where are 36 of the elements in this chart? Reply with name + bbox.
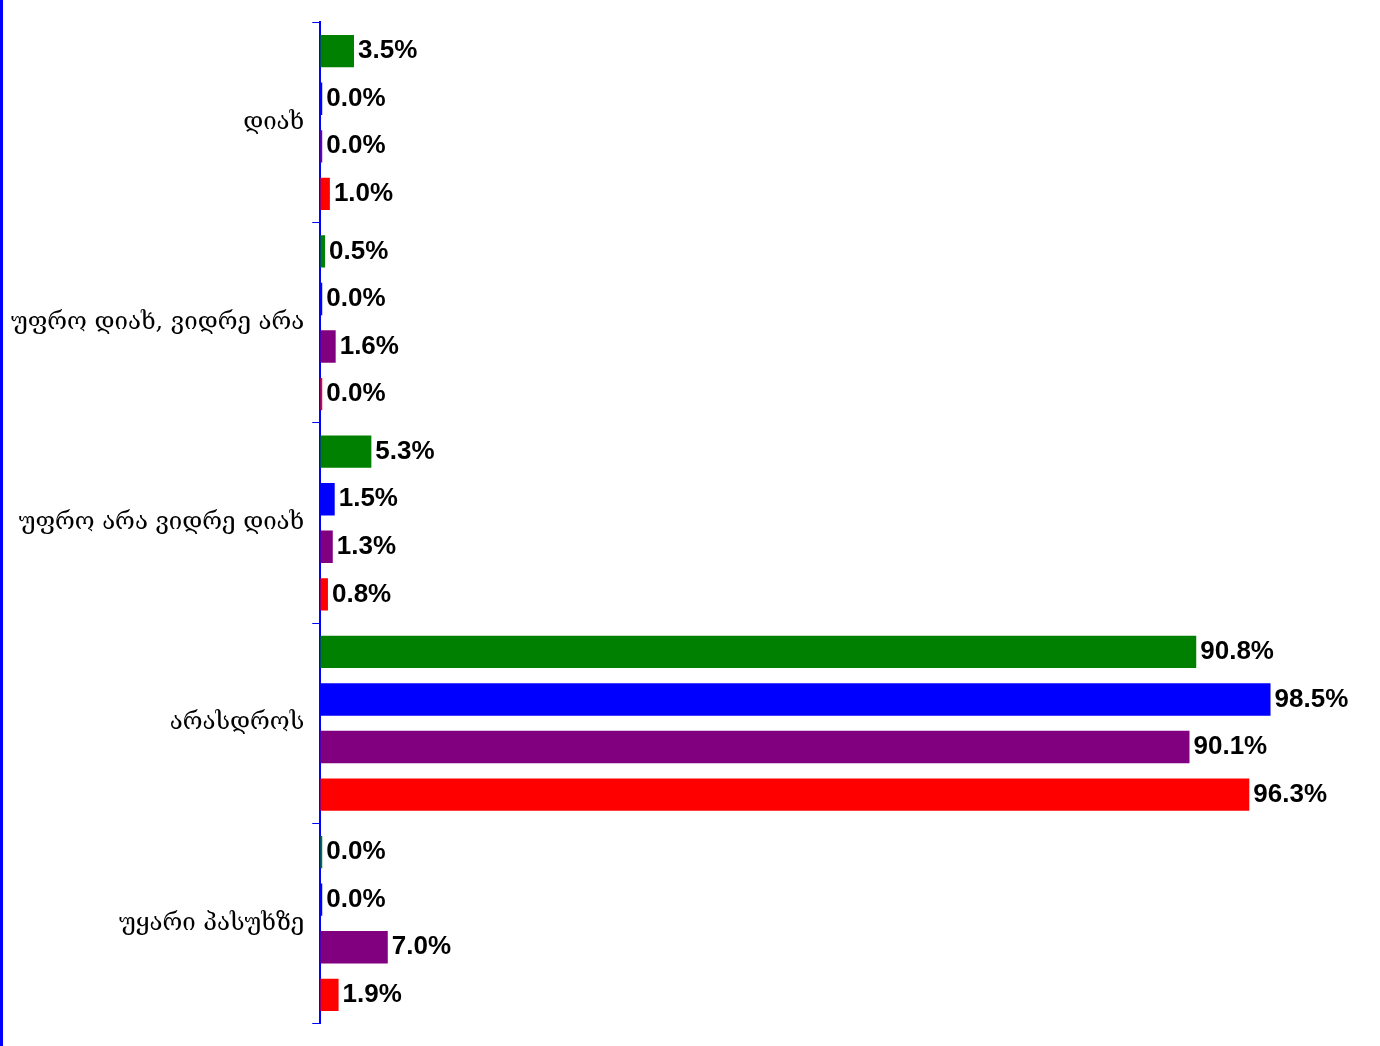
bar xyxy=(320,530,333,563)
data-label: 0.0% xyxy=(326,129,386,160)
y-tick-label: უფრო არა ვიდრე დიახ xyxy=(18,507,305,536)
data-label: 0.5% xyxy=(329,234,389,265)
data-label: 5.3% xyxy=(375,434,435,465)
y-tick-label: უფრო დიახ, ვიდრე არა xyxy=(10,306,305,335)
bar xyxy=(320,730,1190,764)
bar xyxy=(320,578,328,611)
data-label: 0.8% xyxy=(331,577,392,608)
bar xyxy=(320,931,388,964)
bar xyxy=(320,778,1250,811)
data-label: 96.3% xyxy=(1253,777,1328,808)
data-label: 0.0% xyxy=(326,377,386,408)
data-label: 0.0% xyxy=(326,81,386,112)
data-label: 0.0% xyxy=(326,282,386,313)
y-tick-label: არასდროს xyxy=(169,707,305,736)
data-label: 1.5% xyxy=(338,482,398,513)
bar xyxy=(320,330,336,363)
data-label: 1.3% xyxy=(336,529,397,560)
bar xyxy=(320,978,339,1011)
bar xyxy=(320,177,330,211)
data-label: 0.0% xyxy=(326,882,386,913)
y-tick-label: დიახ xyxy=(243,106,305,135)
data-label: 90.8% xyxy=(1200,635,1274,666)
bar xyxy=(320,35,355,68)
y-tick-label: უყარი პასუხზე xyxy=(119,907,305,936)
bar xyxy=(320,635,1197,669)
bar xyxy=(320,435,372,468)
data-label: 1.6% xyxy=(339,329,399,360)
data-label: 3.5% xyxy=(358,34,418,65)
data-label: 7.0% xyxy=(391,930,452,961)
data-label: 90.1% xyxy=(1193,730,1268,761)
data-label: 1.9% xyxy=(342,977,402,1008)
data-label: 98.5% xyxy=(1274,682,1349,713)
data-label: 1.0% xyxy=(333,177,394,208)
data-label: 0.0% xyxy=(326,835,386,866)
